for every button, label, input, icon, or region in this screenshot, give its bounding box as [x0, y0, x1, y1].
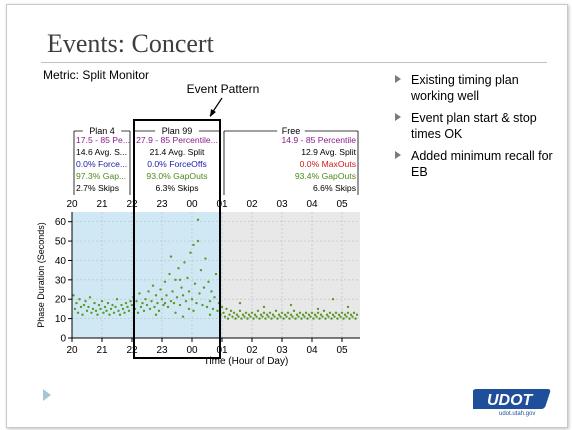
bullet-text: Existing timing plan working well	[411, 73, 519, 103]
next-slide-arrow-icon[interactable]	[43, 389, 51, 401]
logo-url: udot.utah.gov	[499, 411, 535, 417]
udot-logo: UDOT udot.utah.gov	[473, 389, 551, 417]
logo-background	[473, 389, 551, 409]
bullet-triangle-icon	[395, 151, 401, 159]
metric-label: Metric: Split Monitor	[43, 68, 150, 82]
logo-text: UDOT	[487, 392, 534, 409]
bullet-item: Added minimum recall for EB	[395, 148, 565, 180]
slide-title: Events: Concert	[47, 29, 214, 58]
title-divider	[41, 62, 547, 63]
bullet-text: Added minimum recall for EB	[411, 149, 553, 179]
bullet-item: Existing timing plan working well	[395, 72, 565, 104]
slide: Events: Concert Metric: Split Monitor Ex…	[6, 4, 568, 428]
bullet-text: Event plan start & stop times OK	[411, 111, 537, 141]
bullet-triangle-icon	[395, 113, 401, 121]
bullet-item: Event plan start & stop times OK	[395, 110, 565, 142]
bullet-triangle-icon	[395, 75, 401, 83]
bullet-list: Existing timing plan working well Event …	[395, 72, 565, 186]
